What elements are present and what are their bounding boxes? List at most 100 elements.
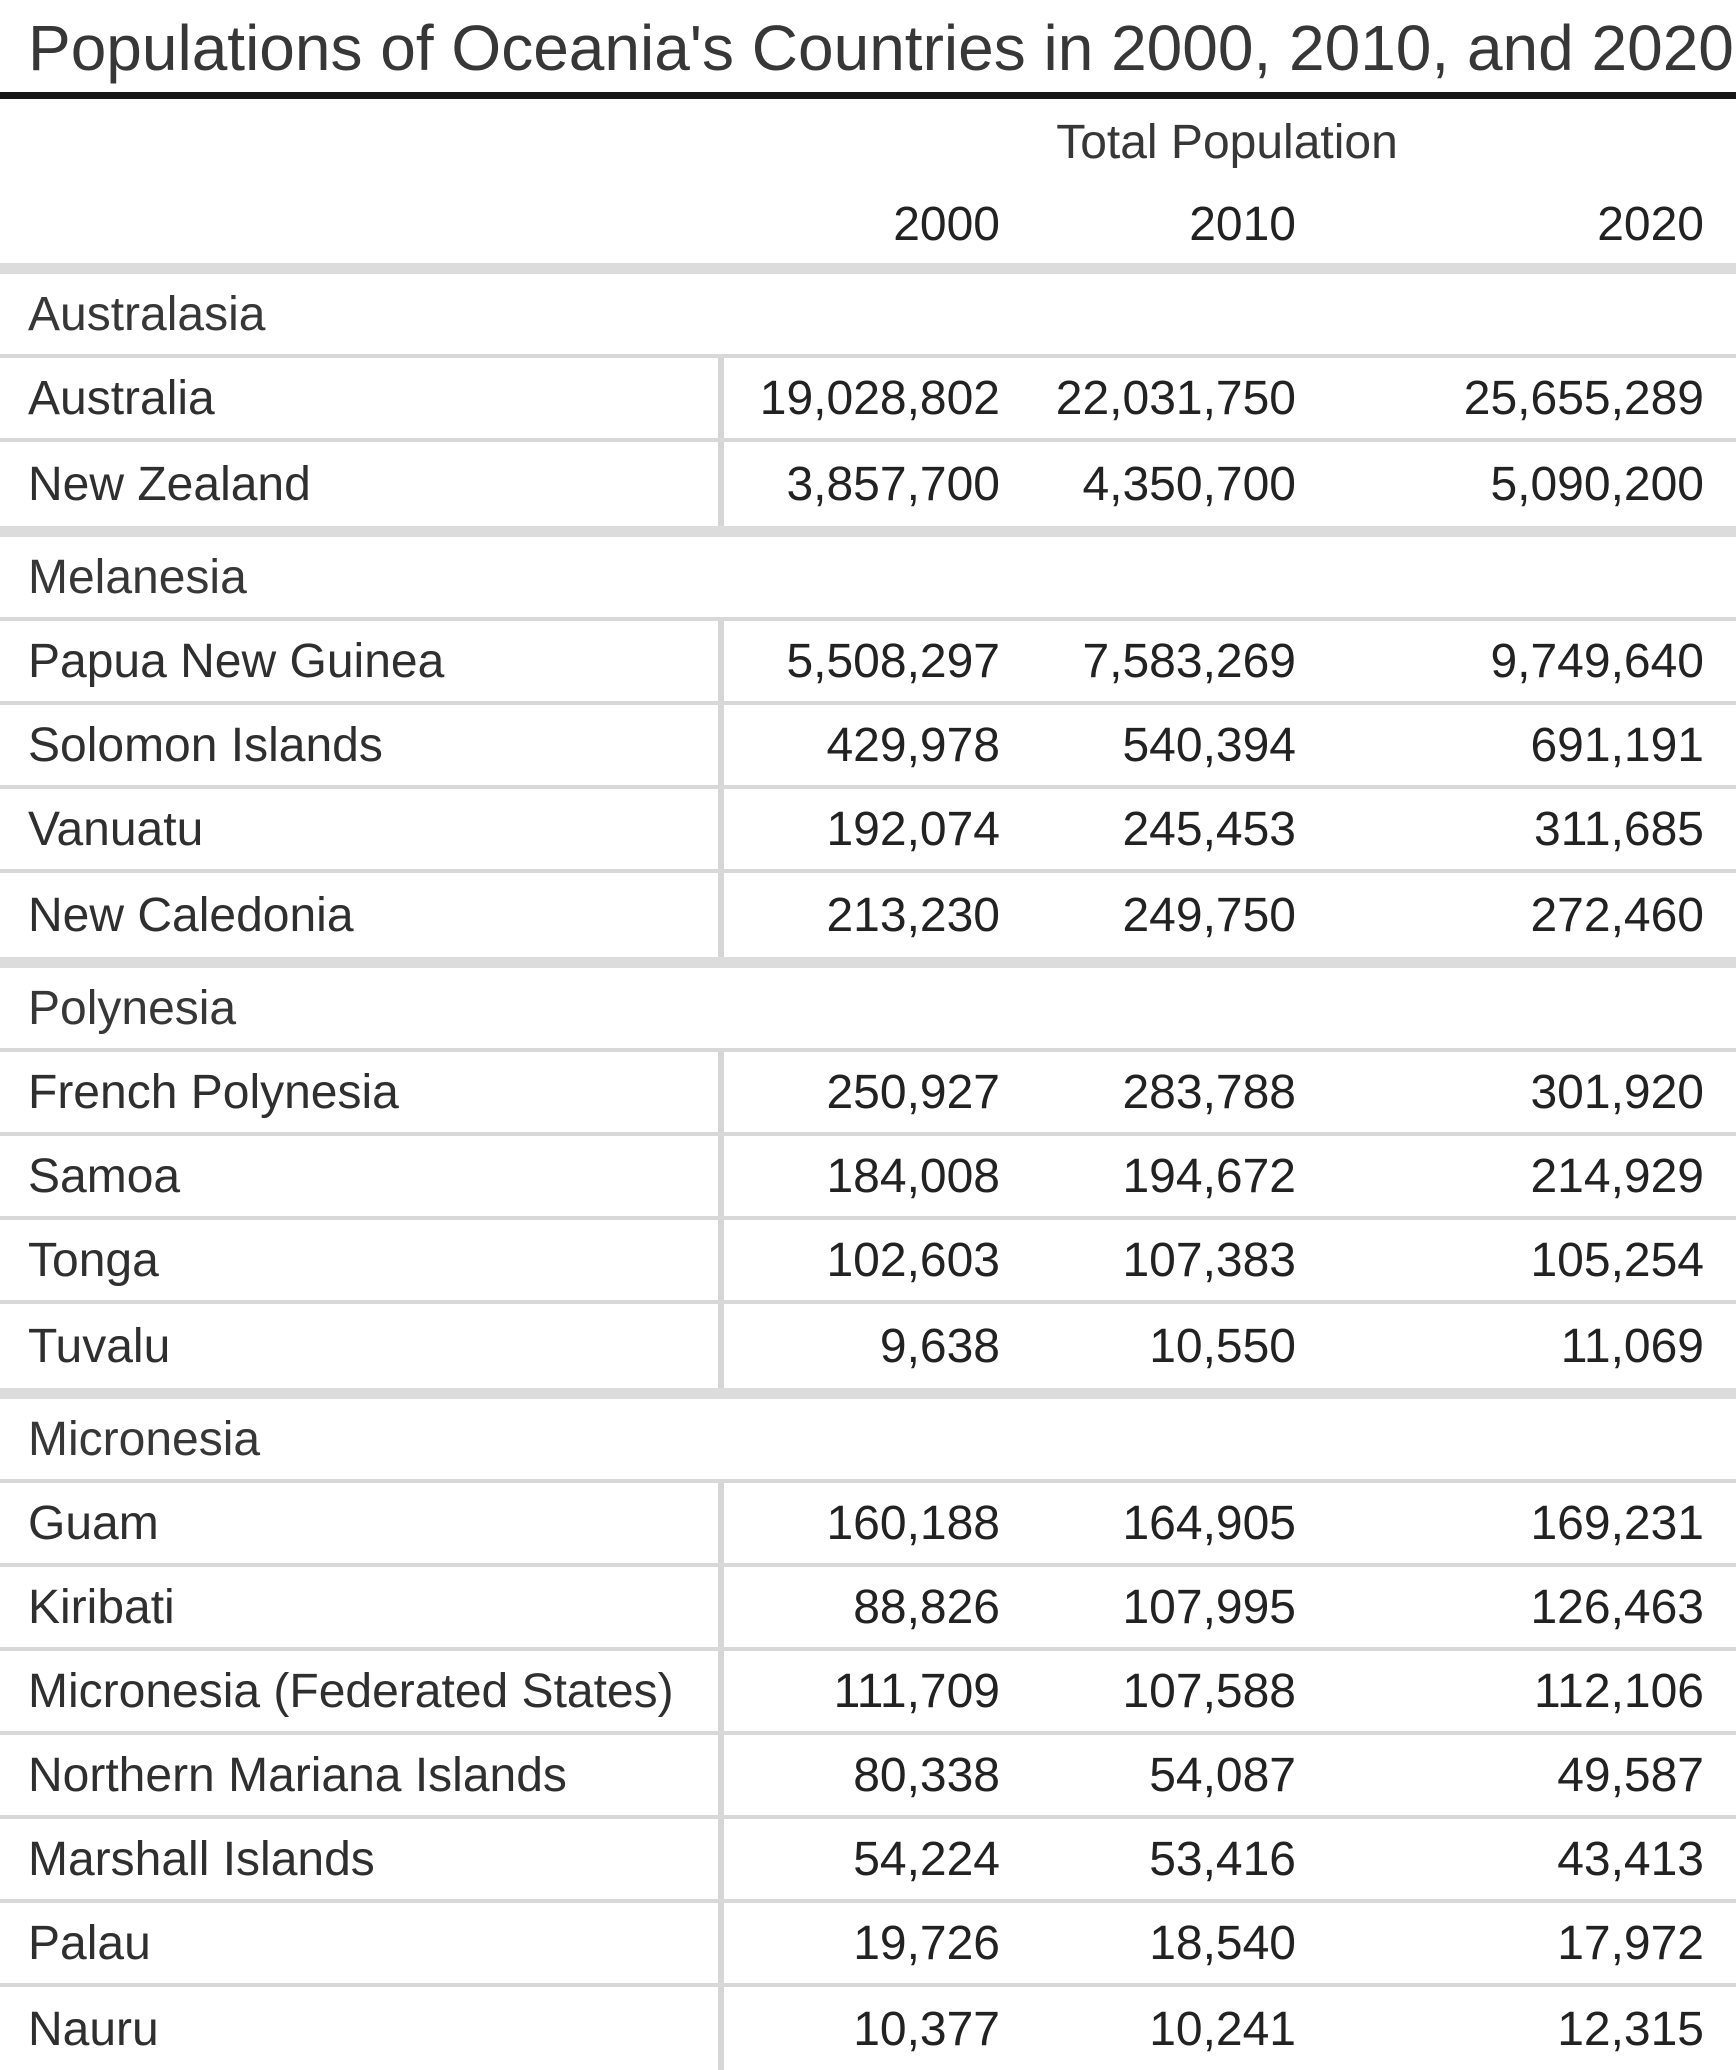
column-group-row: Total Population (0, 99, 1736, 185)
pop-2020: 214,929 (1530, 1149, 1704, 1203)
region-name: Micronesia (28, 1412, 261, 1466)
year-header-row: 2000 2010 2020 (0, 185, 1736, 263)
pop-2000: 5,508,297 (718, 621, 1000, 701)
pop-2020: 9,749,640 (1490, 634, 1704, 688)
pop-2020: 105,254 (1530, 1233, 1704, 1287)
pop-2020: 12,315 (1557, 2002, 1704, 2056)
country-name: New Zealand (28, 457, 311, 511)
row-new-zealand: New Zealand 3,857,700 4,350,700 5,090,20… (0, 442, 1736, 526)
pop-2010: 22,031,750 (1055, 371, 1296, 425)
row-palau: Palau 19,726 18,540 17,972 (0, 1903, 1736, 1987)
country-name: Samoa (28, 1149, 181, 1203)
pop-2010: 10,550 (1149, 1319, 1296, 1373)
row-guam: Guam 160,188 164,905 169,231 (0, 1483, 1736, 1567)
pop-2000: 3,857,700 (718, 442, 1000, 526)
country-name: Australia (28, 371, 215, 425)
row-australia: Australia 19,028,802 22,031,750 25,655,2… (0, 358, 1736, 442)
row-marshall-islands: Marshall Islands 54,224 53,416 43,413 (0, 1819, 1736, 1903)
header-spacer (0, 185, 718, 263)
country-name: Vanuatu (28, 802, 204, 856)
pop-2000: 192,074 (718, 789, 1000, 869)
pop-2000: 160,188 (718, 1483, 1000, 1563)
region-name: Australasia (28, 287, 266, 341)
region-row-polynesia: Polynesia (0, 968, 1736, 1052)
pop-2000: 213,230 (718, 873, 1000, 957)
pop-2000: 429,978 (718, 705, 1000, 785)
pop-2010: 245,453 (1122, 802, 1296, 856)
pop-2020: 169,231 (1530, 1496, 1704, 1550)
region-row-melanesia: Melanesia (0, 537, 1736, 621)
pop-2000: 10,377 (718, 1987, 1000, 2070)
section-polynesia: Polynesia French Polynesia 250,927 283,7… (0, 957, 1736, 1388)
total-population-header: Total Population (1056, 115, 1398, 169)
pop-2010: 53,416 (1149, 1832, 1296, 1886)
pop-2000: 88,826 (718, 1567, 1000, 1647)
header-spacer (0, 99, 718, 185)
pop-2010: 18,540 (1149, 1916, 1296, 1970)
pop-2010: 164,905 (1122, 1496, 1296, 1550)
pop-2000: 184,008 (718, 1136, 1000, 1216)
pop-2000: 54,224 (718, 1819, 1000, 1899)
region-row-micronesia: Micronesia (0, 1399, 1736, 1483)
pop-2010: 4,350,700 (1082, 457, 1296, 511)
country-name: Nauru (28, 2002, 159, 2056)
section-micronesia: Micronesia Guam 160,188 164,905 169,231 … (0, 1388, 1736, 2070)
pop-2020: 25,655,289 (1463, 371, 1704, 425)
country-name: Papua New Guinea (28, 634, 445, 688)
pop-2010: 107,383 (1122, 1233, 1296, 1287)
row-papua-new-guinea: Papua New Guinea 5,508,297 7,583,269 9,7… (0, 621, 1736, 705)
table-header: Total Population 2000 2010 2020 (0, 99, 1736, 274)
country-name: Solomon Islands (28, 718, 383, 772)
pop-2020: 17,972 (1557, 1916, 1704, 1970)
pop-2020: 126,463 (1530, 1580, 1704, 1634)
pop-2010: 107,588 (1122, 1664, 1296, 1718)
row-tuvalu: Tuvalu 9,638 10,550 11,069 (0, 1304, 1736, 1388)
pop-2020: 272,460 (1530, 888, 1704, 942)
section-melanesia: Melanesia Papua New Guinea 5,508,297 7,5… (0, 526, 1736, 957)
country-name: Marshall Islands (28, 1832, 375, 1886)
row-new-caledonia: New Caledonia 213,230 249,750 272,460 (0, 873, 1736, 957)
pop-2010: 283,788 (1122, 1065, 1296, 1119)
pop-2020: 311,685 (1534, 802, 1704, 856)
region-name: Melanesia (28, 550, 247, 604)
pop-2010: 107,995 (1122, 1580, 1296, 1634)
pop-2000: 102,603 (718, 1220, 1000, 1300)
pop-2010: 194,672 (1122, 1149, 1296, 1203)
year-column-2020: 2020 (1597, 197, 1704, 251)
pop-2000: 9,638 (718, 1304, 1000, 1388)
pop-2000: 19,028,802 (718, 358, 1000, 438)
country-name: Micronesia (Federated States) (28, 1664, 674, 1718)
country-name: New Caledonia (28, 888, 354, 942)
row-vanuatu: Vanuatu 192,074 245,453 311,685 (0, 789, 1736, 873)
country-name: Kiribati (28, 1580, 175, 1634)
pop-2020: 301,920 (1530, 1065, 1704, 1119)
pop-2010: 54,087 (1149, 1748, 1296, 1802)
pop-2000: 111,709 (718, 1651, 1000, 1731)
title-bar: Populations of Oceania's Countries in 20… (0, 0, 1736, 99)
country-name: Northern Mariana Islands (28, 1748, 567, 1802)
pop-2010: 7,583,269 (1082, 634, 1296, 688)
pop-2020: 112,106 (1534, 1664, 1704, 1718)
country-name: Guam (28, 1496, 159, 1550)
region-row-australasia: Australasia (0, 274, 1736, 358)
pop-2010: 540,394 (1122, 718, 1296, 772)
year-column-2010: 2010 (1189, 197, 1296, 251)
row-micronesia-federated-states: Micronesia (Federated States) 111,709 10… (0, 1651, 1736, 1735)
country-name: Tonga (28, 1233, 159, 1287)
region-name: Polynesia (28, 981, 237, 1035)
pop-2000: 19,726 (718, 1903, 1000, 1983)
row-northern-mariana-islands: Northern Mariana Islands 80,338 54,087 4… (0, 1735, 1736, 1819)
row-solomon-islands: Solomon Islands 429,978 540,394 691,191 (0, 705, 1736, 789)
pop-2020: 49,587 (1557, 1748, 1704, 1802)
row-french-polynesia: French Polynesia 250,927 283,788 301,920 (0, 1052, 1736, 1136)
row-samoa: Samoa 184,008 194,672 214,929 (0, 1136, 1736, 1220)
pop-2020: 43,413 (1557, 1832, 1704, 1886)
row-nauru: Nauru 10,377 10,241 12,315 (0, 1987, 1736, 2070)
year-column-2000: 2000 (893, 197, 1000, 251)
pop-2000: 250,927 (718, 1052, 1000, 1132)
pop-2020: 5,090,200 (1490, 457, 1704, 511)
country-name: Tuvalu (28, 1319, 171, 1373)
section-australasia: Australasia Australia 19,028,802 22,031,… (0, 274, 1736, 526)
pop-2020: 11,069 (1560, 1319, 1704, 1373)
